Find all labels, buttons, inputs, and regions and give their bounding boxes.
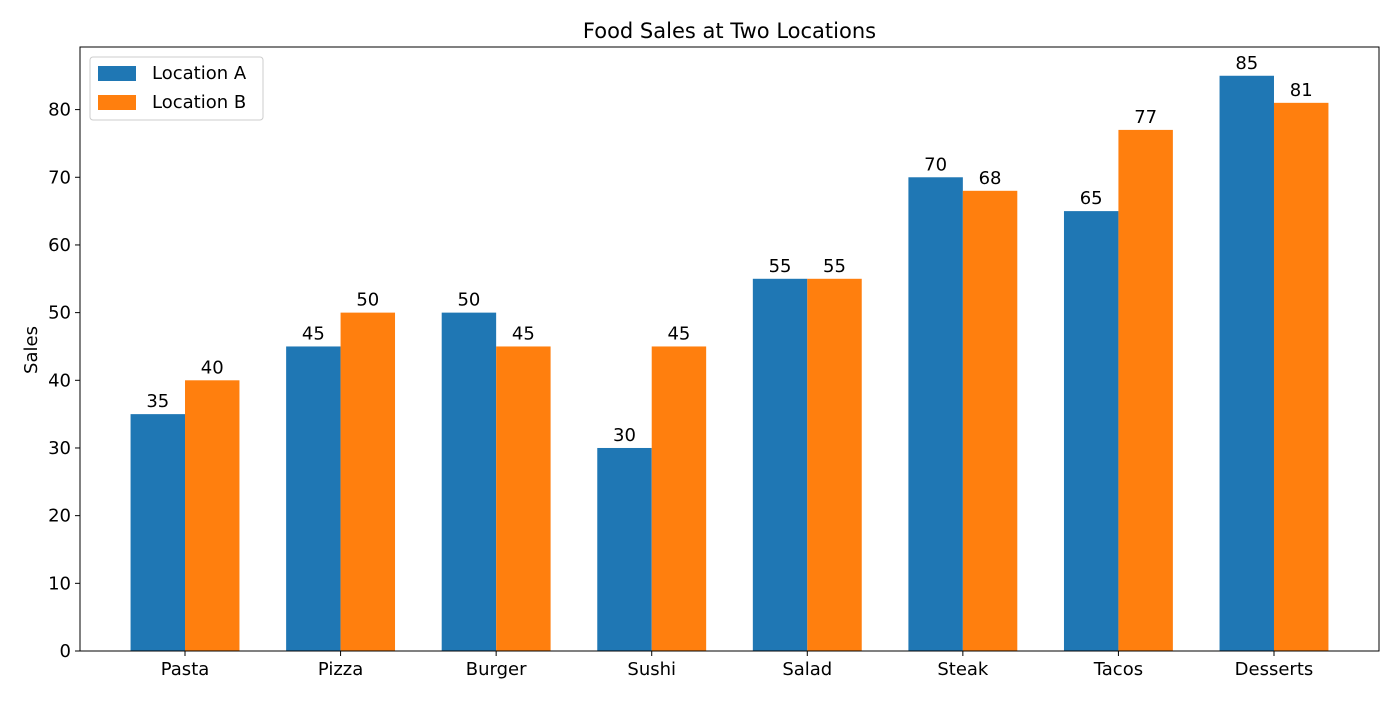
chart-legend: Location A Location B — [89, 56, 264, 121]
y-tick-label: 20 — [48, 506, 71, 527]
bar-value-label: 45 — [512, 323, 535, 344]
bar-location-a — [908, 177, 963, 651]
bar-series-group — [130, 75, 1329, 652]
bar-location-a — [130, 414, 186, 651]
bar-value-label: 85 — [1235, 53, 1258, 74]
bar-location-b — [1273, 102, 1329, 652]
bar-value-label: 50 — [356, 290, 379, 311]
x-tick-label: Pizza — [318, 659, 363, 680]
bar-value-label: 68 — [979, 168, 1002, 189]
y-tick-label: 60 — [48, 235, 71, 256]
bar-location-b — [1118, 129, 1173, 651]
bar-location-a — [1063, 211, 1119, 651]
bar-location-a — [597, 447, 652, 651]
plot-area-frame — [79, 46, 1380, 652]
x-tick-label: Salad — [782, 659, 832, 680]
bar-value-label: 70 — [924, 154, 947, 175]
y-tick-label: 10 — [48, 573, 71, 594]
bar-location-a — [1219, 75, 1274, 651]
bar-location-b — [496, 346, 551, 651]
x-tick-label: Burger — [466, 659, 527, 680]
bar-value-label: 65 — [1080, 188, 1103, 209]
bar-location-b — [651, 346, 707, 651]
chart-title: Food Sales at Two Locations — [583, 19, 876, 43]
bar-location-b — [807, 278, 862, 651]
y-tick-label: 70 — [48, 167, 71, 188]
bar-value-label: 30 — [613, 425, 636, 446]
y-tick-label: 80 — [48, 100, 71, 121]
bar-value-labels: 35 45 50 30 55 70 65 85 40 50 45 45 55 68 77 81 — [146, 53, 1312, 446]
y-tick-label: 50 — [48, 303, 71, 324]
y-axis-label: Sales — [21, 326, 42, 374]
bar-value-label: 55 — [769, 256, 792, 277]
bar-location-b — [185, 380, 240, 651]
legend-label: Location A — [152, 63, 247, 84]
bar-value-label: 77 — [1134, 107, 1157, 128]
legend-label: Location B — [152, 92, 246, 113]
bar-location-a — [752, 278, 808, 651]
bar-value-label: 81 — [1290, 80, 1313, 101]
bar-value-label: 55 — [823, 256, 846, 277]
bar-value-label: 45 — [302, 323, 325, 344]
y-tick-label: 30 — [48, 438, 71, 459]
x-tick-label: Sushi — [627, 659, 676, 680]
x-tick-label: Tacos — [1093, 659, 1143, 680]
bar-value-label: 50 — [457, 290, 480, 311]
y-axis-ticks: 0 10 20 30 40 50 60 70 80 — [48, 100, 80, 662]
bar-value-label: 35 — [146, 391, 169, 412]
y-tick-label: 40 — [48, 370, 71, 391]
legend-swatch — [98, 95, 136, 110]
y-tick-label: 0 — [60, 641, 71, 662]
bar-value-label: 45 — [667, 323, 690, 344]
bar-location-a — [286, 346, 341, 651]
bar-location-b — [340, 312, 396, 651]
legend-swatch — [98, 66, 136, 81]
bar-location-a — [441, 312, 497, 651]
x-axis-ticks: Pasta Pizza Burger Sushi Salad Steak Tacos Dess… — [161, 651, 1314, 680]
bar-value-label: 40 — [201, 357, 224, 378]
bar-location-b — [962, 190, 1018, 652]
x-tick-label: Pasta — [161, 659, 210, 680]
x-tick-label: Steak — [937, 659, 989, 680]
x-tick-label: Desserts — [1235, 659, 1314, 680]
